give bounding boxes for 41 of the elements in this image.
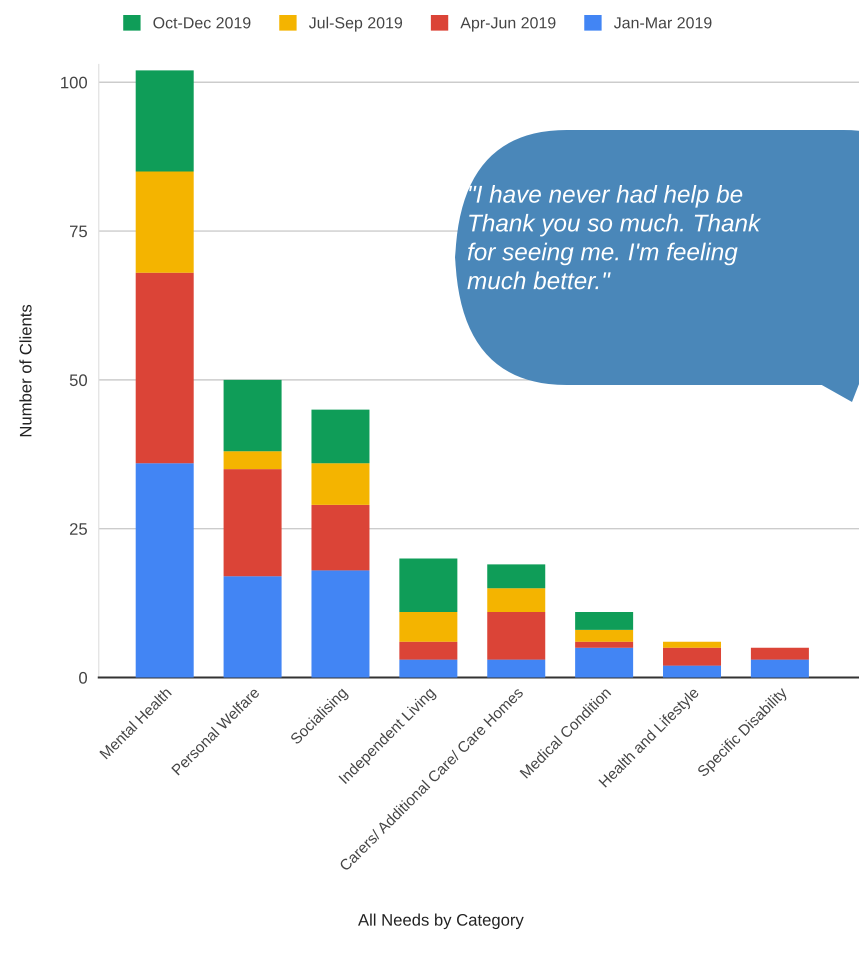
bar (311, 504, 370, 570)
bar (224, 380, 282, 452)
bar (399, 612, 458, 642)
y-tick-label: 100 (61, 76, 88, 88)
bar (663, 666, 722, 678)
legend-label: Jan-Mar 2019 (614, 17, 712, 28)
bar (750, 660, 809, 678)
bar (399, 660, 458, 678)
bar (136, 272, 194, 464)
bar (487, 612, 546, 660)
y-axis-title: Number of Clients (19, 304, 32, 436)
legend-label: Oct-Dec 2019 (153, 17, 250, 28)
bar (663, 642, 722, 648)
bar (224, 451, 282, 470)
bar (136, 463, 194, 678)
bar (311, 410, 370, 464)
bar (575, 630, 634, 642)
bar (575, 642, 634, 648)
bar (399, 642, 458, 660)
y-tick-label: 0 (79, 672, 88, 684)
bar (311, 463, 370, 505)
bar (224, 469, 282, 576)
legend-label: Apr-Jun 2019 (460, 17, 556, 32)
bar (399, 558, 458, 612)
bar (575, 612, 634, 630)
bar (663, 648, 722, 666)
y-tick-label: 50 (70, 374, 88, 386)
annotation: "I have never had help be Thank you so much. Thank for seeing me. I'm feeling much better." (467, 185, 762, 290)
bar (136, 70, 194, 172)
bar (575, 648, 634, 678)
bar (136, 172, 194, 273)
bar (750, 648, 809, 660)
bar (224, 576, 282, 678)
bar (311, 570, 370, 678)
y-tick-label: 25 (70, 523, 87, 535)
x-axis-title: All Needs by Category (358, 914, 524, 930)
bar (487, 564, 546, 588)
bar (487, 588, 546, 612)
legend-label: Jul-Sep 2019 (308, 16, 402, 32)
bar (487, 660, 546, 678)
y-tick-label: 75 (70, 226, 87, 238)
